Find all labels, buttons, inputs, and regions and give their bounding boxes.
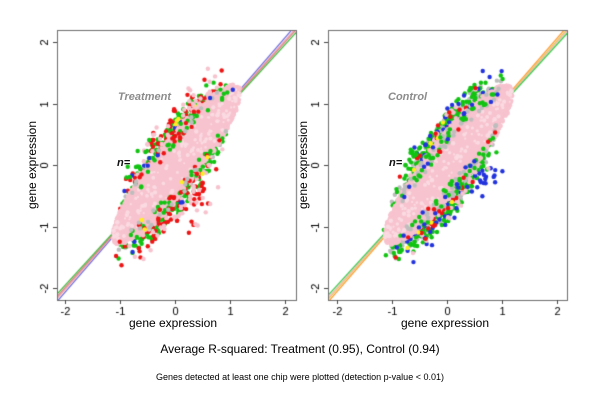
caption-detection-note: Genes detected at least one chip were pl… [156,372,444,382]
n-annotation-right: n= [389,157,403,169]
n-annotation-left: n= [117,157,131,169]
control-panel-label: Control [388,91,428,103]
treatment-panel-label: Treatment [118,91,171,103]
x-axis-title-left: gene expression [128,316,218,330]
y-axis-title-left: gene expression [25,120,39,210]
caption-r-squared: Average R-squared: Treatment (0.95), Con… [160,342,440,356]
y-axis-title-right: gene expression [296,120,310,210]
x-axis-title-right: gene expression [400,316,490,330]
